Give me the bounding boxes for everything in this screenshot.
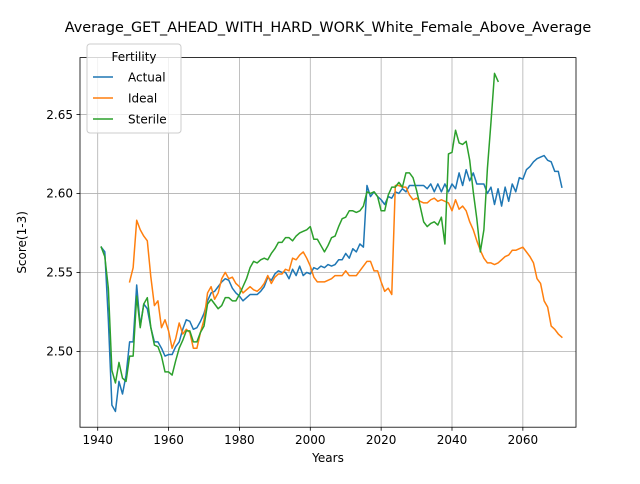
y-tick-label: 2.65 [46,108,73,122]
y-axis-label: Score(1-3) [15,211,29,274]
x-tick-label: 1940 [82,433,113,447]
series-lines [100,72,563,413]
legend-title: Fertility [111,50,156,64]
x-tick-label: 2040 [437,433,468,447]
x-tick-label: 1960 [153,433,184,447]
legend-label: Ideal [128,91,157,105]
legend-box [86,43,182,134]
series-line-ideal [128,184,563,349]
legend-entry-sterile: Sterile [93,112,167,126]
chart-title: Average_GET_AHEAD_WITH_HARD_WORK_White_F… [65,20,592,36]
y-tick-label: 2.55 [46,266,73,280]
series-line-sterile [100,72,500,384]
x-tick-label: 2000 [295,433,326,447]
series-line-actual [100,154,563,413]
y-axis-ticks: 2.50 2.55 2.60 2.65 [46,108,80,359]
y-tick-label: 2.60 [46,187,73,201]
y-tick-label: 2.50 [46,345,73,359]
legend-entry-actual: Actual [93,70,166,84]
legend-label: Actual [128,70,166,84]
x-tick-label: 2060 [508,433,539,447]
x-tick-label: 1980 [224,433,255,447]
x-axis-ticks: 1940 1960 1980 2000 2020 2040 2060 [82,427,538,447]
legend-label: Sterile [128,112,167,126]
x-axis-label: Years [311,451,344,465]
plot-frame [79,57,577,428]
legend-entries: Actual Ideal Sterile [93,70,167,126]
x-tick-label: 2020 [366,433,397,447]
legend: Fertility Actual Ideal Sterile [86,43,182,134]
legend-entry-ideal: Ideal [93,91,157,105]
